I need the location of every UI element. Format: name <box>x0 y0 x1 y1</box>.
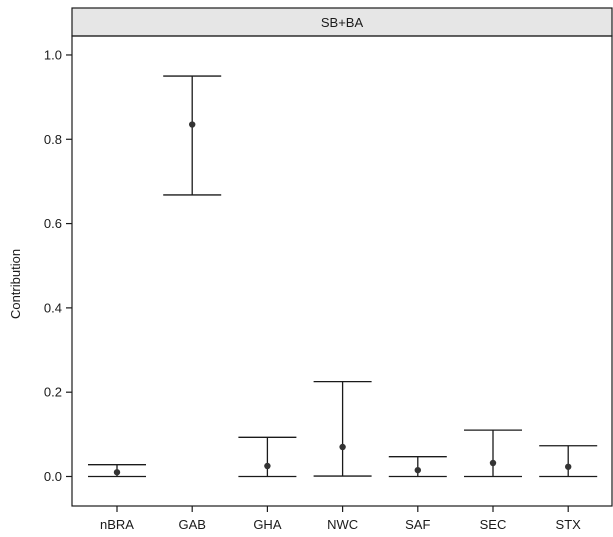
y-axis-label: Contribution <box>8 249 23 319</box>
error-bar-group <box>539 445 598 478</box>
y-tick-label: 0.6 <box>44 216 62 231</box>
estimate-point <box>189 121 196 128</box>
y-tick-label: 1.0 <box>44 47 62 62</box>
error-bar-group <box>388 456 447 478</box>
y-tick-label: 0.4 <box>44 300 62 315</box>
panel-title: SB+BA <box>321 15 364 30</box>
error-bar-group <box>163 75 222 196</box>
y-axis-ticks: 0.0 0.2 0.4 0.6 0.8 1.0 <box>44 47 72 484</box>
x-tick-label: SAF <box>405 517 430 532</box>
estimate-point <box>113 469 121 476</box>
x-tick-label: nBRA <box>100 517 134 532</box>
x-tick-label: SEC <box>480 517 507 532</box>
error-bar-group <box>238 436 297 478</box>
estimate-point <box>264 462 271 470</box>
error-bar-group <box>88 464 146 478</box>
estimate-point <box>339 443 346 451</box>
x-tick-label: GHA <box>253 517 282 532</box>
strip-background <box>71 7 613 37</box>
estimate-point <box>414 466 421 474</box>
y-tick-label: 0.0 <box>44 469 62 484</box>
plot-layer <box>88 75 598 478</box>
y-tick-label: 0.2 <box>44 385 62 400</box>
y-tick-label: 0.8 <box>44 132 62 147</box>
error-bar-group <box>464 429 522 478</box>
error-bar-group <box>313 381 372 477</box>
x-tick-label: GAB <box>178 517 205 532</box>
estimate-point <box>489 459 497 467</box>
x-tick-label: STX <box>556 517 582 532</box>
x-tick-label: NWC <box>327 517 358 532</box>
x-axis-ticks: nBRA GAB GHA NWC SAF SEC STX <box>100 506 581 532</box>
estimate-point <box>565 463 572 470</box>
